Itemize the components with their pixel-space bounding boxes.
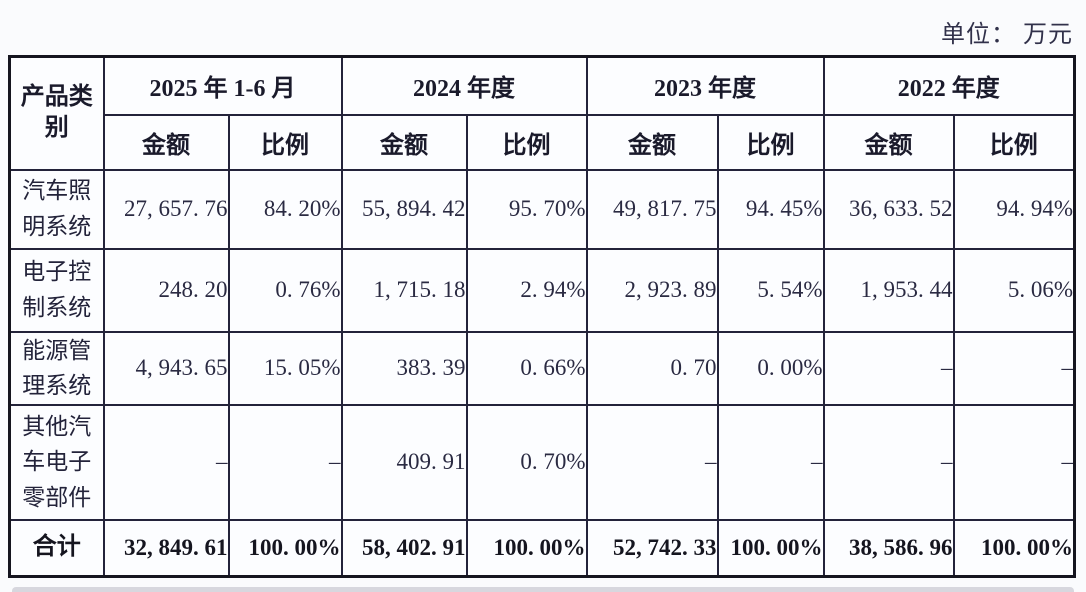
amount-cell: 27, 657. 76	[102, 168, 230, 250]
table-row-other-auto-parts: 其他汽车电子零部件 – – 409. 91 0. 70% – – – –	[8, 403, 1076, 521]
ratio-cell: 0. 00%	[716, 330, 825, 406]
ratio-cell: 100. 00%	[227, 518, 343, 578]
ratio-cell: 5. 06%	[952, 247, 1076, 333]
row-label: 能源管理系统	[8, 330, 105, 406]
period-header-2024: 2024 年度	[340, 55, 588, 116]
amount-header-2022: 金额	[822, 113, 955, 171]
amount-cell: 38, 586. 96	[822, 518, 955, 578]
table-row-electronic-control: 电子控制系统 248. 20 0. 76% 1, 715. 18 2. 94% …	[8, 247, 1076, 333]
ratio-cell: 94. 94%	[952, 168, 1076, 250]
table-row-energy-management: 能源管理系统 4, 943. 65 15. 05% 383. 39 0. 66%…	[8, 330, 1076, 406]
period-header-2023: 2023 年度	[585, 55, 825, 116]
ratio-cell: –	[716, 403, 825, 521]
ratio-cell: 15. 05%	[227, 330, 343, 406]
amount-cell: 1, 715. 18	[340, 247, 468, 333]
ratio-cell: 94. 45%	[716, 168, 825, 250]
period-header-2022: 2022 年度	[822, 55, 1076, 116]
ratio-cell: 0. 70%	[465, 403, 588, 521]
row-label: 电子控制系统	[8, 247, 105, 333]
amount-cell: –	[822, 330, 955, 406]
ratio-cell: 100. 00%	[952, 518, 1076, 578]
amount-cell: 248. 20	[102, 247, 230, 333]
amount-header-2023: 金额	[585, 113, 719, 171]
amount-cell: 0. 70	[585, 330, 719, 406]
amount-cell: –	[822, 403, 955, 521]
ratio-header-2025h1: 比例	[227, 113, 343, 171]
ratio-cell: 2. 94%	[465, 247, 588, 333]
amount-cell: –	[102, 403, 230, 521]
amount-cell: 383. 39	[340, 330, 468, 406]
amount-header-2025h1: 金额	[102, 113, 230, 171]
amount-cell: 32, 849. 61	[102, 518, 230, 578]
ratio-cell: 100. 00%	[716, 518, 825, 578]
ratio-cell: –	[952, 403, 1076, 521]
amount-header-2024: 金额	[340, 113, 468, 171]
ratio-cell: 100. 00%	[465, 518, 588, 578]
unit-label: 单位： 万元	[941, 22, 1073, 48]
table-row-lighting: 汽车照明系统 27, 657. 76 84. 20% 55, 894. 42 9…	[8, 168, 1076, 250]
ratio-header-2023: 比例	[716, 113, 825, 171]
ratio-cell: –	[952, 330, 1076, 406]
amount-cell: 58, 402. 91	[340, 518, 468, 578]
header-row-subcolumns: 金额 比例 金额 比例 金额 比例 金额 比例	[10, 113, 1076, 171]
amount-cell: 1, 953. 44	[822, 247, 955, 333]
ratio-header-2022: 比例	[952, 113, 1076, 171]
ratio-cell: 0. 66%	[465, 330, 588, 406]
total-label: 合计	[8, 518, 105, 578]
amount-cell: –	[585, 403, 719, 521]
row-label: 其他汽车电子零部件	[8, 403, 105, 521]
bottom-edge-strip	[12, 587, 1074, 592]
table-row-total: 合计 32, 849. 61 100. 00% 58, 402. 91 100.…	[8, 518, 1076, 578]
amount-cell: 409. 91	[340, 403, 468, 521]
ratio-cell: 5. 54%	[716, 247, 825, 333]
amount-cell: 52, 742. 33	[585, 518, 719, 578]
amount-cell: 55, 894. 42	[340, 168, 468, 250]
row-label: 汽车照明系统	[8, 168, 105, 250]
amount-cell: 36, 633. 52	[822, 168, 955, 250]
ratio-cell: 84. 20%	[227, 168, 343, 250]
header-row-periods: 产品类别 2025 年 1-6 月 2024 年度 2023 年度 2022 年…	[8, 55, 1076, 171]
revenue-by-product-table: 产品类别 2025 年 1-6 月 2024 年度 2023 年度 2022 年…	[8, 55, 1076, 579]
ratio-header-2024: 比例	[465, 113, 588, 171]
amount-cell: 49, 817. 75	[585, 168, 719, 250]
period-header-2025h1: 2025 年 1-6 月	[102, 55, 343, 116]
ratio-cell: –	[227, 403, 343, 521]
ratio-cell: 95. 70%	[465, 168, 588, 250]
product-category-header: 产品类别	[8, 55, 105, 171]
amount-cell: 2, 923. 89	[585, 247, 719, 333]
ratio-cell: 0. 76%	[227, 247, 343, 333]
amount-cell: 4, 943. 65	[102, 330, 230, 406]
